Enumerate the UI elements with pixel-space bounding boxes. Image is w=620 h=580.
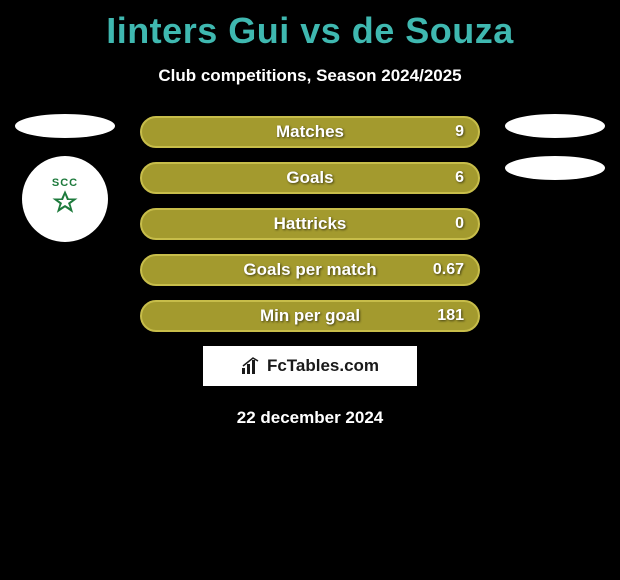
stat-row: Goals per match0.67 [140,254,480,286]
stat-value: 6 [455,169,464,187]
stats-area: SCC Matches9 Goals6 Hattricks0 Goals per ma… [0,116,620,332]
stat-rows: Matches9Goals6Hattricks0Goals per match0… [140,116,480,332]
stat-row: Goals6 [140,162,480,194]
chart-icon [241,357,261,375]
stat-row: Hattricks0 [140,208,480,240]
attribution-text: FcTables.com [267,356,379,376]
left-player-column: SCC [10,106,120,242]
stat-value: 0.67 [433,261,464,279]
stat-row: Min per goal181 [140,300,480,332]
right-player-placeholder-2 [505,156,605,180]
attribution-box: FcTables.com [203,346,417,386]
stat-label: Goals per match [142,260,478,280]
right-player-column [500,106,610,198]
page-title: Iinters Gui vs de Souza [0,0,620,52]
right-player-placeholder-1 [505,114,605,138]
left-club-badge: SCC [22,156,108,242]
subtitle: Club competitions, Season 2024/2025 [0,66,620,86]
left-player-placeholder [15,114,115,138]
stat-value: 181 [437,307,464,325]
stat-value: 9 [455,123,464,141]
badge-label: SCC [35,177,95,189]
stat-row: Matches9 [140,116,480,148]
stat-label: Matches [142,122,478,142]
stat-label: Hattricks [142,214,478,234]
stat-label: Min per goal [142,306,478,326]
stat-label: Goals [142,168,478,188]
date-line: 22 december 2024 [0,408,620,428]
stat-value: 0 [455,215,464,233]
